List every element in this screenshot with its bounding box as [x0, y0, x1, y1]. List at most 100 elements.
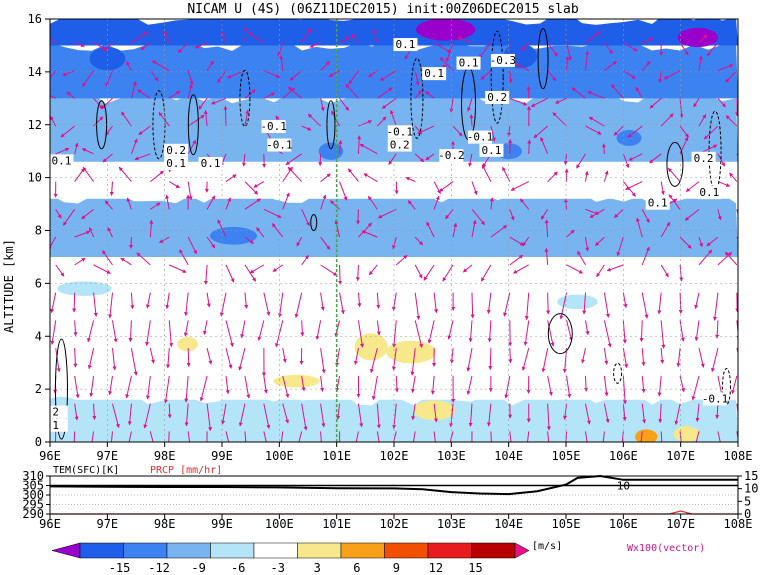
wind-vector: [73, 320, 78, 337]
wind-vector: [285, 153, 302, 166]
wind-vector: [217, 219, 227, 238]
wind-vector: [225, 375, 230, 395]
wind-vector: [658, 403, 663, 424]
wind-vector: [442, 264, 454, 282]
wind-vector: [263, 208, 282, 218]
wind-vector: [210, 97, 227, 105]
wind-vector: [405, 177, 416, 183]
contour-label-box: [479, 143, 504, 157]
wind-vector: [150, 170, 164, 182]
wind-vector: [282, 192, 290, 210]
wind-vector: [587, 91, 605, 99]
wind-vector: [585, 320, 590, 336]
wind-vector: [641, 403, 647, 424]
wind-vector: [544, 247, 549, 265]
w-contour: [187, 94, 199, 156]
wind-vector: [166, 348, 171, 369]
bottom-x-tick-label: 101E: [322, 517, 351, 531]
wind-vector: [417, 125, 435, 134]
wind-vector: [563, 403, 568, 420]
wind-vector: [480, 70, 492, 80]
wind-vector: [466, 375, 473, 395]
wind-vectors: [50, 26, 738, 442]
contour-label-box: [393, 38, 418, 52]
wind-vector: [203, 110, 208, 127]
wind-vector: [414, 89, 422, 99]
wind-vector: [81, 208, 94, 220]
u-band-3: [50, 156, 738, 199]
wind-vector: [698, 249, 713, 266]
contour-label-box: [485, 90, 510, 104]
wind-vector: [163, 31, 170, 44]
wind-vector: [414, 320, 423, 349]
wind-vector: [585, 31, 601, 44]
w-contour: [410, 57, 424, 139]
wind-vector: [187, 139, 197, 155]
wind-vector: [603, 170, 609, 182]
wind-vector: [660, 264, 669, 278]
wind-vector: [301, 254, 309, 266]
wind-vector: [636, 217, 643, 238]
wind-vector: [110, 431, 113, 442]
x-tick-label: 100E: [265, 449, 294, 463]
wind-vector: [358, 222, 373, 238]
wind-vector: [206, 195, 216, 210]
wind-vector: [179, 249, 189, 266]
contour-label-box: [439, 149, 464, 163]
colorbar-low-arrow: [51, 542, 81, 559]
wind-vector: [736, 209, 738, 222]
contour-label-box: [703, 392, 728, 406]
wind-vector: [338, 264, 343, 285]
wind-vector: [616, 236, 624, 257]
wind-vector: [410, 375, 416, 393]
wind-vector: [184, 292, 189, 317]
wind-vector: [640, 431, 643, 442]
wind-vector: [134, 153, 151, 161]
contour-label-box: [261, 120, 286, 134]
wind-vector: [410, 348, 416, 376]
wind-vector: [679, 264, 684, 282]
wind-vector: [335, 375, 341, 392]
wind-vector: [92, 403, 97, 420]
wind-vector: [610, 84, 624, 99]
wind-vector: [87, 320, 95, 343]
colorbar-swatch: [297, 542, 342, 559]
wind-vector: [449, 403, 454, 428]
wind-vector: [277, 292, 284, 318]
wind-vector: [466, 348, 473, 372]
wind-vector: [468, 403, 473, 427]
wind-vector: [711, 348, 719, 373]
wind-vector: [603, 403, 610, 424]
wind-vector: [55, 348, 61, 373]
wind-vector: [376, 292, 381, 309]
wind-vector: [225, 197, 232, 210]
wind-vector: [414, 264, 423, 279]
bottom-left-tick-label: 305: [22, 479, 44, 493]
wind-vector: [559, 292, 568, 320]
wind-vector: [348, 70, 359, 85]
wind-vector: [101, 97, 113, 109]
wind-vector: [238, 403, 246, 427]
contour-label: 0.1: [424, 67, 444, 80]
wind-vector: [102, 250, 113, 266]
wind-vector: [471, 209, 486, 226]
wind-vector: [584, 50, 590, 71]
wind-vector: [547, 70, 557, 82]
wind-vector: [199, 375, 208, 402]
wind-vector: [289, 70, 303, 81]
wind-vector: [471, 181, 478, 196]
wind-vector: [407, 200, 416, 210]
wind-vector: [565, 431, 568, 442]
wind-vector: [433, 403, 438, 423]
colorbar-swatch: [210, 542, 255, 559]
x-tick-label: 108E: [724, 449, 753, 463]
wind-vector: [566, 320, 573, 342]
wind-vector: [546, 403, 551, 431]
bottom-x-tick-label: 106E: [609, 517, 638, 531]
wind-vector: [244, 431, 247, 442]
wind-vector: [562, 348, 568, 374]
contour-label: 0.2: [694, 152, 714, 165]
wind-vector: [257, 320, 265, 341]
wind-vector: [725, 115, 738, 127]
bottom-right-tick-label: 5: [744, 494, 751, 508]
